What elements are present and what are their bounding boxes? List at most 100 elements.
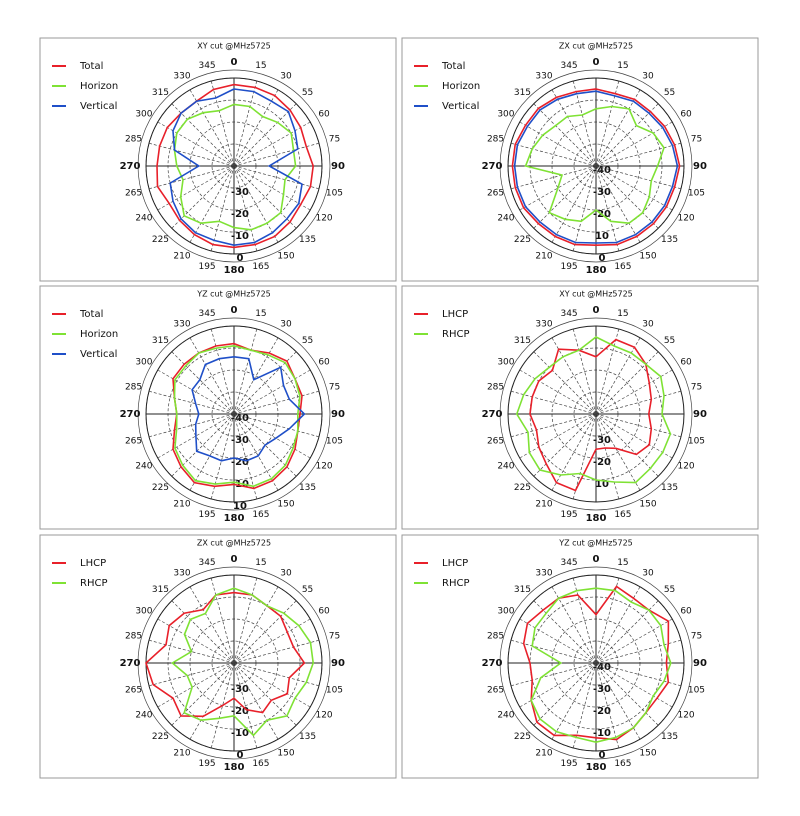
legend-label: LHCP — [442, 558, 468, 569]
r-tick-label: -40 — [593, 662, 611, 673]
chart-title: YZ cut @MHz5725 — [196, 290, 271, 299]
theta-tick-label: 195 — [560, 759, 577, 769]
theta-tick-label: 210 — [535, 500, 552, 510]
theta-tick-label: 75 — [691, 135, 702, 145]
theta-tick-label: 60 — [318, 607, 330, 617]
theta-tick-label: 105 — [688, 685, 705, 695]
theta-tick-label: 195 — [198, 262, 215, 272]
r-tick-label: 10 — [233, 501, 247, 512]
theta-tick-label: 345 — [560, 558, 577, 568]
theta-tick-label: 210 — [173, 749, 190, 759]
legend-label: Total — [79, 309, 103, 320]
theta-tick-label: 195 — [560, 510, 577, 520]
theta-tick-label: 120 — [315, 462, 332, 472]
theta-tick-label: 285 — [125, 383, 142, 393]
chart-title: ZX cut @MHz5725 — [197, 539, 271, 548]
legend-label: Horizon — [80, 81, 118, 92]
theta-tick-label: 135 — [299, 483, 316, 493]
theta-tick-label: 150 — [277, 749, 294, 759]
label-ring — [499, 566, 693, 760]
theta-tick-label: 210 — [535, 749, 552, 759]
theta-tick-label: 315 — [514, 88, 531, 98]
theta-tick-label: 330 — [535, 71, 552, 81]
theta-tick-label: 240 — [497, 711, 514, 721]
chart-panel: XY cut @MHz5725 -30 -20 10 0 15 30 55 60 75 90 105 1… — [401, 285, 759, 530]
theta-tick-label: 315 — [152, 88, 169, 98]
theta-tick-label: 60 — [680, 607, 692, 617]
series-line — [522, 585, 670, 741]
theta-tick-label: 195 — [198, 510, 215, 520]
label-ring — [499, 69, 693, 263]
theta-tick-label: 345 — [198, 309, 215, 319]
theta-tick-label: 265 — [487, 685, 504, 695]
chart-panel: XY cut @MHz5725 -30 -20 -10 0 0 15 30 55 60 75 90 10… — [39, 37, 397, 282]
theta-tick-label: 165 — [252, 510, 269, 520]
theta-tick-label: 330 — [173, 71, 190, 81]
theta-tick-label: 55 — [664, 585, 675, 595]
theta-tick-label: 15 — [255, 309, 266, 319]
theta-tick-label: 55 — [302, 88, 313, 98]
theta-tick-label: 30 — [642, 71, 654, 81]
theta-tick-label: 240 — [135, 711, 152, 721]
theta-tick-label: 30 — [280, 319, 292, 329]
theta-tick-label: 180 — [224, 265, 245, 276]
theta-tick-label: 90 — [331, 161, 345, 172]
panel-frame — [401, 37, 759, 282]
r-tick-label: 10 — [595, 231, 609, 242]
series-line — [530, 587, 672, 744]
theta-tick-label: 105 — [688, 188, 705, 198]
r-tick-label: 0 — [599, 750, 606, 761]
theta-tick-label: 105 — [326, 436, 343, 446]
theta-tick-label: 55 — [302, 336, 313, 346]
theta-tick-label: 135 — [299, 732, 316, 742]
label-ring — [499, 317, 693, 511]
theta-tick-label: 270 — [120, 658, 141, 669]
legend-label: Total — [79, 61, 103, 72]
theta-tick-label: 300 — [497, 110, 514, 120]
theta-tick-label: 210 — [535, 252, 552, 262]
theta-tick-label: 150 — [277, 252, 294, 262]
r-tick-label: -40 — [593, 165, 611, 176]
r-tick-label: -20 — [593, 457, 611, 468]
theta-tick-label: 135 — [661, 235, 678, 245]
r-tick-label: -10 — [231, 728, 249, 739]
theta-tick-label: 90 — [693, 161, 707, 172]
series-line — [156, 83, 315, 249]
legend-label: RHCP — [442, 578, 469, 589]
theta-tick-label: 60 — [318, 110, 330, 120]
theta-tick-label: 300 — [135, 607, 152, 617]
theta-tick-label: 55 — [302, 585, 313, 595]
theta-tick-label: 75 — [691, 632, 702, 642]
legend-label: Vertical — [80, 101, 117, 112]
theta-tick-label: 210 — [173, 500, 190, 510]
theta-tick-label: 225 — [514, 732, 531, 742]
r-tick-label: -30 — [231, 435, 249, 446]
theta-tick-label: 270 — [120, 409, 141, 420]
theta-tick-label: 225 — [152, 235, 169, 245]
theta-tick-label: 330 — [535, 568, 552, 578]
theta-tick-label: 225 — [152, 732, 169, 742]
series-line — [173, 344, 301, 488]
theta-tick-label: 30 — [280, 71, 292, 81]
theta-tick-label: 75 — [329, 135, 340, 145]
theta-tick-label: 120 — [677, 462, 694, 472]
panel-frame — [39, 285, 397, 530]
theta-tick-label: 300 — [497, 358, 514, 368]
legend-label: RHCP — [442, 329, 469, 340]
legend-label: Horizon — [442, 81, 480, 92]
theta-tick-label: 285 — [487, 135, 504, 145]
theta-tick-label: 180 — [586, 265, 607, 276]
label-ring — [137, 317, 331, 511]
theta-tick-label: 300 — [497, 607, 514, 617]
r-tick-label: -10 — [231, 479, 249, 490]
theta-tick-label: 150 — [639, 252, 656, 262]
series-line — [145, 591, 306, 718]
theta-tick-label: 240 — [135, 214, 152, 224]
theta-tick-label: 30 — [642, 319, 654, 329]
theta-tick-label: 75 — [329, 383, 340, 393]
r-tick-label: -20 — [593, 706, 611, 717]
theta-tick-label: 120 — [677, 711, 694, 721]
theta-tick-label: 135 — [299, 235, 316, 245]
legend-label: Total — [441, 61, 465, 72]
theta-tick-label: 30 — [280, 568, 292, 578]
